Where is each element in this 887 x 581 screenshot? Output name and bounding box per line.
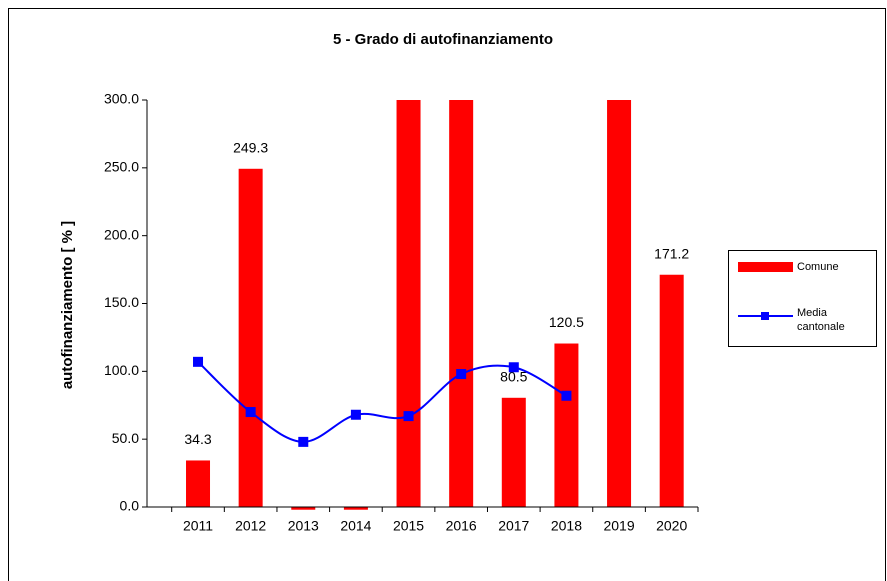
y-axis-label: autofinanziamento [ % ]	[59, 221, 76, 389]
y-tick-label: 0.0	[120, 498, 140, 514]
x-tick-label: 2017	[498, 518, 529, 534]
line-marker	[508, 362, 519, 373]
x-tick-label: 2018	[551, 518, 582, 534]
y-tick-label: 100.0	[104, 362, 139, 378]
legend-swatch	[738, 262, 793, 272]
x-tick-label: 2016	[446, 518, 477, 534]
line-marker	[403, 411, 414, 422]
y-tick-label: 50.0	[112, 430, 139, 446]
x-tick-label: 2020	[656, 518, 687, 534]
data-label: 120.5	[549, 314, 584, 330]
x-tick-label: 2012	[235, 518, 266, 534]
line-marker	[193, 356, 204, 367]
y-tick-label: 200.0	[104, 226, 139, 242]
data-label: 34.3	[184, 431, 211, 447]
bar	[607, 100, 632, 507]
bar	[501, 397, 526, 507]
bar	[343, 507, 368, 510]
x-tick-label: 2011	[183, 518, 213, 534]
data-label: 80.5	[500, 368, 527, 384]
x-tick-label: 2014	[340, 518, 371, 534]
data-label: 249.3	[233, 139, 268, 155]
x-tick-label: 2015	[393, 518, 424, 534]
legend-label: Media cantonale	[797, 307, 845, 333]
x-tick-label: 2019	[603, 518, 634, 534]
y-tick-label: 250.0	[104, 159, 139, 175]
bar	[291, 507, 316, 510]
bar	[186, 460, 211, 507]
line-marker	[561, 390, 572, 401]
bar	[659, 274, 684, 507]
chart-title: 5 - Grado di autofinanziamento	[333, 31, 553, 48]
line-marker	[456, 369, 467, 380]
line-marker	[350, 409, 361, 420]
bar	[449, 100, 474, 507]
x-tick-label: 2013	[288, 518, 319, 534]
legend-label: Comune	[797, 261, 839, 273]
bar	[554, 343, 579, 507]
y-tick-label: 150.0	[104, 294, 139, 310]
y-tick-label: 300.0	[104, 91, 139, 107]
bar	[396, 100, 421, 507]
bar	[238, 168, 263, 507]
data-label: 171.2	[654, 245, 689, 261]
legend-swatch	[761, 312, 769, 320]
line-marker	[245, 407, 256, 418]
line-marker	[298, 436, 309, 447]
